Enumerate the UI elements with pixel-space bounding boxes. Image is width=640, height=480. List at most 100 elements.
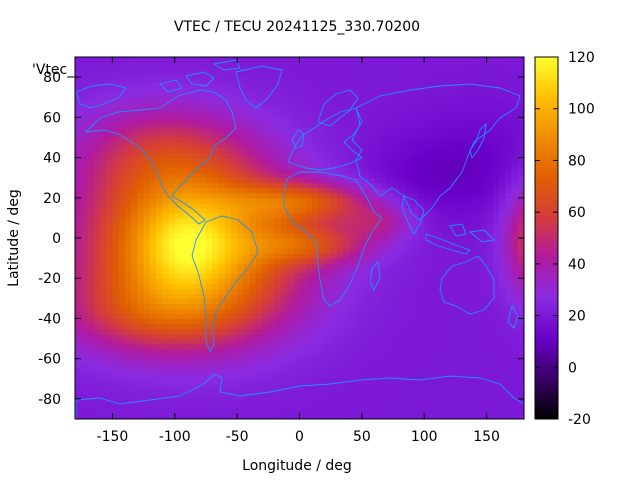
heatmap-cell — [405, 393, 413, 400]
heatmap-cell — [230, 227, 238, 234]
heatmap-cell — [274, 102, 282, 108]
heatmap-cell — [374, 368, 382, 375]
heatmap-cell — [386, 413, 394, 419]
heatmap-cell — [143, 132, 151, 139]
heatmap-cell — [474, 248, 481, 254]
heatmap-cell — [99, 212, 107, 219]
heatmap-cell — [474, 117, 481, 123]
heatmap-cell — [280, 248, 288, 254]
heatmap-cell — [205, 147, 213, 154]
heatmap-cell — [149, 253, 157, 259]
heatmap-cell — [255, 323, 263, 330]
heatmap-cell — [368, 318, 375, 325]
heatmap-cell — [237, 408, 244, 415]
heatmap-cell — [305, 127, 313, 134]
heatmap-cell — [405, 147, 413, 154]
heatmap-cell — [417, 408, 425, 415]
heatmap-cell — [243, 187, 251, 194]
heatmap-cell — [499, 288, 506, 294]
heatmap-cell — [255, 363, 263, 370]
heatmap-cell — [274, 283, 282, 289]
heatmap-cell — [162, 403, 170, 410]
heatmap-cell — [336, 207, 344, 214]
heatmap-cell — [436, 268, 444, 274]
heatmap-cell — [399, 393, 407, 400]
heatmap-cell — [374, 338, 382, 345]
heatmap-cell — [249, 182, 257, 189]
heatmap-cell — [349, 388, 357, 395]
heatmap-cell — [93, 403, 101, 410]
heatmap-cell — [411, 338, 419, 345]
heatmap-cell — [262, 117, 269, 123]
heatmap-cell — [424, 338, 432, 345]
heatmap-cell — [156, 137, 163, 144]
heatmap-cell — [324, 353, 332, 360]
heatmap-cell — [449, 192, 457, 199]
heatmap-cell — [480, 253, 488, 259]
heatmap-cell — [75, 177, 82, 184]
heatmap-cell — [467, 117, 475, 123]
heatmap-cell — [162, 127, 170, 134]
heatmap-cell — [343, 383, 350, 390]
heatmap-cell — [212, 343, 220, 350]
heatmap-cell — [343, 358, 350, 365]
heatmap-cell — [330, 313, 338, 320]
heatmap-cell — [336, 278, 344, 284]
heatmap-cell — [330, 102, 338, 108]
heatmap-cell — [299, 232, 307, 239]
heatmap-cell — [430, 127, 438, 134]
heatmap-cell — [75, 147, 82, 154]
heatmap-cell — [361, 232, 369, 239]
heatmap-cell — [417, 278, 425, 284]
heatmap-cell — [492, 212, 500, 219]
heatmap-cell — [442, 172, 450, 179]
heatmap-cell — [318, 207, 326, 214]
heatmap-cell — [230, 182, 238, 189]
heatmap-cell — [230, 232, 238, 239]
heatmap-cell — [124, 273, 132, 279]
heatmap-cell — [411, 293, 419, 299]
heatmap-cell — [199, 368, 207, 375]
heatmap-cell — [380, 187, 388, 194]
heatmap-cell — [386, 238, 394, 244]
heatmap-cell — [75, 192, 82, 199]
heatmap-cell — [318, 378, 326, 385]
heatmap-cell — [399, 238, 407, 244]
heatmap-cell — [305, 323, 313, 330]
heatmap-cell — [467, 403, 475, 410]
heatmap-cell — [149, 77, 157, 83]
heatmap-cell — [280, 152, 288, 159]
heatmap-cell — [181, 238, 188, 244]
heatmap-cell — [436, 353, 444, 360]
heatmap-cell — [492, 313, 500, 320]
heatmap-cell — [205, 308, 213, 315]
heatmap-cell — [137, 187, 145, 194]
heatmap-cell — [486, 132, 494, 139]
heatmap-cell — [417, 197, 425, 204]
heatmap-cell — [436, 298, 444, 304]
heatmap-cell — [355, 258, 363, 264]
heatmap-cell — [149, 222, 157, 229]
heatmap-cell — [305, 383, 313, 390]
heatmap-cell — [486, 87, 494, 93]
heatmap-cell — [386, 102, 394, 108]
heatmap-cell — [249, 122, 257, 128]
heatmap-cell — [499, 232, 506, 239]
heatmap-cell — [299, 328, 307, 335]
heatmap-cell — [106, 122, 114, 128]
heatmap-cell — [99, 413, 107, 419]
heatmap-cell — [374, 107, 382, 113]
heatmap-cell — [486, 202, 494, 209]
heatmap-cell — [461, 358, 469, 365]
heatmap-cell — [99, 207, 107, 214]
heatmap-cell — [118, 263, 126, 269]
heatmap-cell — [224, 217, 232, 224]
heatmap-cell — [517, 373, 524, 380]
heatmap-cell — [368, 87, 375, 93]
heatmap-cell — [511, 338, 519, 345]
heatmap-cell — [93, 248, 101, 254]
heatmap-cell — [181, 383, 188, 390]
heatmap-cell — [280, 72, 288, 78]
heatmap-cell — [311, 72, 319, 78]
heatmap-cell — [218, 288, 226, 294]
